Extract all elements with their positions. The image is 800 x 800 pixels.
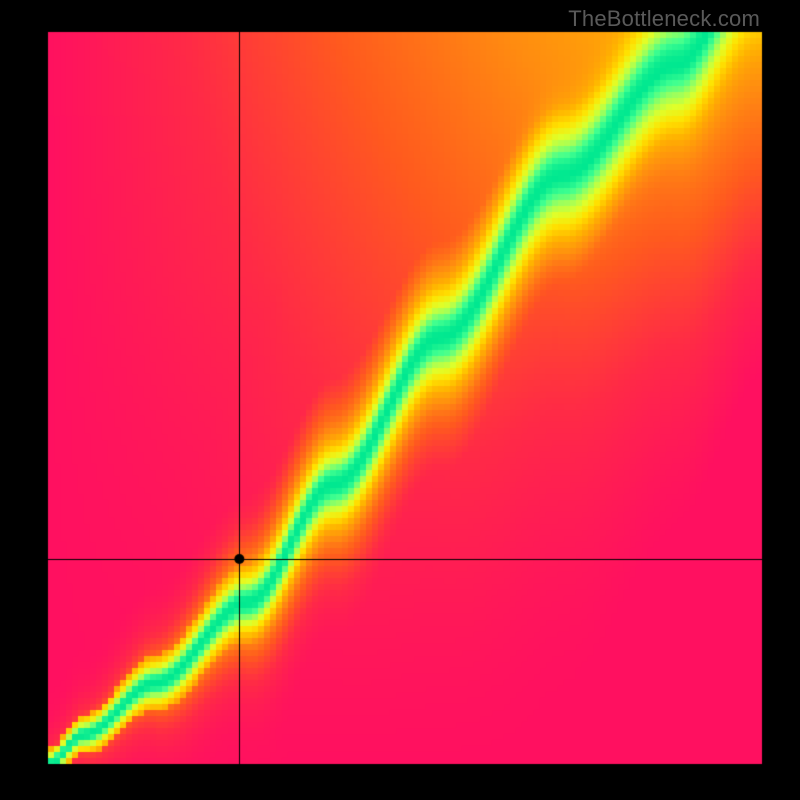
bottleneck-heatmap (0, 0, 800, 800)
watermark-text: TheBottleneck.com (568, 6, 760, 32)
